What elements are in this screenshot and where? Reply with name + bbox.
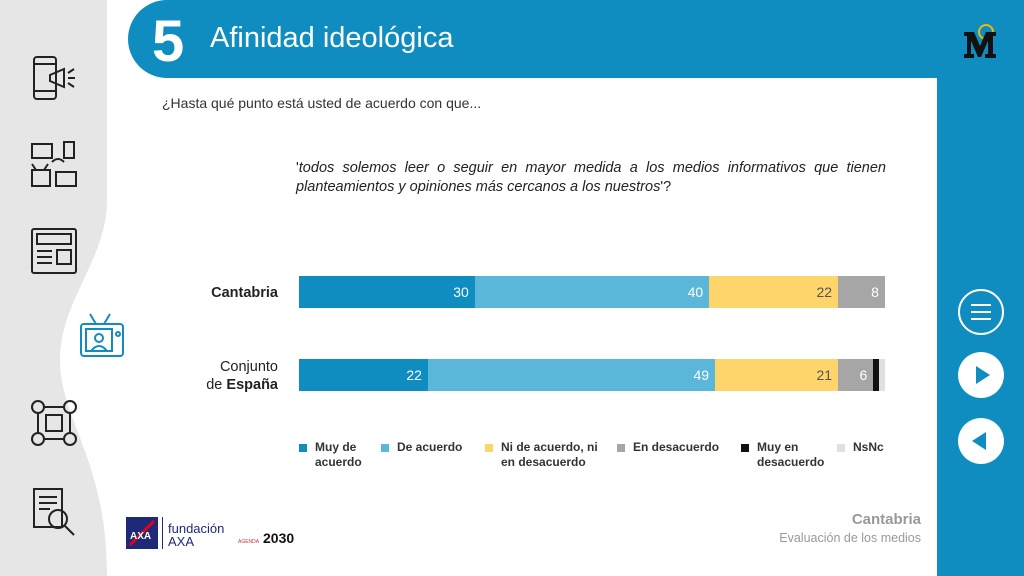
data-label: 22 [816, 284, 833, 300]
quote-open: ' [296, 160, 299, 176]
footer-subtitle: Evaluación de los medios [779, 531, 921, 545]
legend-item: De acuerdo [381, 440, 462, 455]
legend-item: Ni de acuerdo, ni en desacuerdo [485, 440, 598, 470]
play-left-icon [972, 432, 986, 450]
axa-label: AXA [168, 534, 195, 549]
legend-item: NsNc [837, 440, 884, 455]
bar-segment: 49 [427, 359, 716, 391]
next-button[interactable] [958, 352, 1004, 398]
data-label: 6 [859, 367, 868, 383]
bar-row-espana: 22 49 21 6 [299, 359, 885, 391]
data-label: 49 [693, 367, 710, 383]
left-nav-curve [60, 0, 107, 576]
television-icon[interactable] [78, 310, 130, 362]
play-right-icon [976, 366, 990, 384]
fundacion-label: fundación [168, 521, 225, 536]
m-logo-icon [964, 24, 996, 58]
quote-close: '? [660, 179, 672, 195]
bar-segment [879, 359, 885, 391]
brand-separator [162, 517, 163, 549]
social-media-icon[interactable] [28, 397, 80, 449]
bar-row-cantabria: 30 40 22 8 [299, 276, 885, 308]
bar-segment: 6 [838, 359, 874, 391]
data-label: 40 [687, 284, 704, 300]
right-nav-panel [937, 0, 1024, 576]
legend-swatch [485, 444, 493, 452]
hamburger-icon [971, 304, 991, 320]
axa-logo: AXA [126, 517, 158, 549]
bar-segment: 30 [299, 276, 475, 308]
chart-legend: Muy de acuerdo De acuerdo Ni de acuerdo, ni… [299, 440, 899, 480]
row-label-plain: Conjunto de España [206, 359, 278, 393]
previous-button[interactable] [958, 418, 1004, 464]
devices-icon[interactable] [28, 140, 80, 192]
header-bar [128, 0, 937, 78]
legend-label: Muy en desacuerdo [757, 440, 825, 469]
legend-item: Muy en desacuerdo [741, 440, 824, 470]
bar-segment: 22 [299, 359, 428, 391]
legend-label: Muy de acuerdo [315, 440, 362, 469]
menu-button[interactable] [958, 289, 1004, 335]
row-label-bold: España [226, 377, 278, 393]
survey-question: ¿Hasta qué punto está usted de acuerdo c… [162, 95, 482, 111]
legend-label: En desacuerdo [633, 440, 720, 454]
legend-label: NsNc [853, 440, 884, 454]
fundacion-axa-text: fundación AXA [168, 522, 224, 548]
row-label-bold: Cantabria [211, 285, 278, 301]
page-title: Afinidad ideológica [210, 22, 454, 54]
bar-segment [873, 359, 880, 391]
agenda-2030-logo: AGENDA 2030 [238, 530, 294, 546]
data-label: 8 [871, 284, 879, 300]
legend-label: De acuerdo [397, 440, 463, 454]
bar-segment: 40 [474, 276, 710, 308]
newspaper-icon[interactable] [28, 225, 80, 277]
legend-item: En desacuerdo [617, 440, 719, 455]
agenda-year: 2030 [263, 530, 295, 546]
bar-segment: 8 [838, 276, 885, 308]
legend-label: Ni de acuerdo, ni en desacuerdo [501, 440, 598, 469]
row-label-espana: Conjunto de España [206, 358, 278, 394]
legend-item: Muy de acuerdo [299, 440, 362, 470]
legend-swatch [381, 444, 389, 452]
document-search-icon[interactable] [28, 485, 80, 537]
section-number: 5 [152, 9, 185, 74]
data-label: 30 [453, 284, 469, 300]
agenda-label: AGENDA [238, 539, 260, 545]
quote-text: todos solemos leer o seguir en mayor med… [296, 160, 886, 195]
row-label-cantabria: Cantabria [211, 285, 278, 301]
legend-swatch [741, 444, 749, 452]
legend-swatch [299, 444, 307, 452]
footer-region: Cantabria [851, 511, 921, 528]
svg-text:AXA: AXA [130, 531, 151, 542]
bar-segment: 21 [715, 359, 839, 391]
survey-statement: 'todos solemos leer o seguir en mayor me… [296, 159, 886, 197]
bar-segment: 22 [709, 276, 839, 308]
data-label: 22 [406, 367, 422, 383]
mobile-advertising-icon[interactable] [28, 53, 80, 105]
legend-swatch [837, 444, 845, 452]
data-label: 21 [816, 367, 833, 383]
legend-swatch [617, 444, 625, 452]
